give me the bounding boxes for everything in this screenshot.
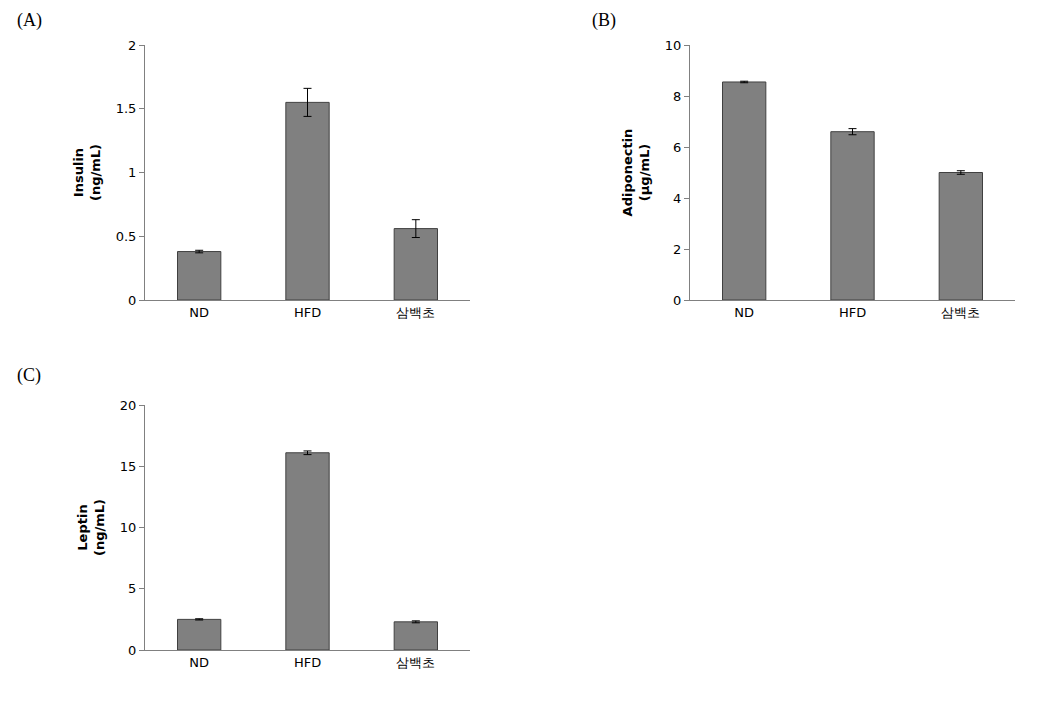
svg-text:0: 0 [128, 293, 136, 308]
svg-text:Leptin(ng/mL): Leptin(ng/mL) [75, 499, 107, 556]
svg-text:4: 4 [673, 191, 681, 206]
svg-text:1: 1 [128, 165, 136, 180]
svg-text:삼백초: 삼백초 [396, 305, 435, 320]
svg-text:10: 10 [120, 520, 137, 535]
svg-text:Insulin(ng/mL): Insulin(ng/mL) [71, 144, 103, 201]
svg-text:HFD: HFD [294, 305, 321, 320]
svg-text:삼백초: 삼백초 [941, 305, 980, 320]
svg-text:(A): (A) [17, 10, 42, 31]
svg-text:0.5: 0.5 [116, 229, 137, 244]
svg-text:15: 15 [120, 459, 137, 474]
svg-text:(C): (C) [17, 365, 41, 386]
svg-text:1.5: 1.5 [116, 101, 137, 116]
svg-text:ND: ND [189, 655, 209, 670]
svg-text:8: 8 [673, 89, 681, 104]
svg-text:2: 2 [128, 38, 136, 53]
svg-text:HFD: HFD [294, 655, 321, 670]
svg-text:(B): (B) [592, 10, 616, 31]
svg-text:Adiponectin(μg/mL): Adiponectin(μg/mL) [620, 129, 652, 217]
svg-text:ND: ND [189, 305, 209, 320]
svg-text:2: 2 [673, 242, 681, 257]
svg-text:0: 0 [673, 293, 681, 308]
svg-text:삼백초: 삼백초 [396, 655, 435, 670]
svg-text:20: 20 [120, 398, 137, 413]
svg-text:HFD: HFD [839, 305, 866, 320]
svg-text:10: 10 [665, 38, 682, 53]
svg-text:0: 0 [128, 643, 136, 658]
svg-text:ND: ND [734, 305, 754, 320]
svg-text:5: 5 [128, 581, 136, 596]
svg-text:6: 6 [673, 140, 681, 155]
